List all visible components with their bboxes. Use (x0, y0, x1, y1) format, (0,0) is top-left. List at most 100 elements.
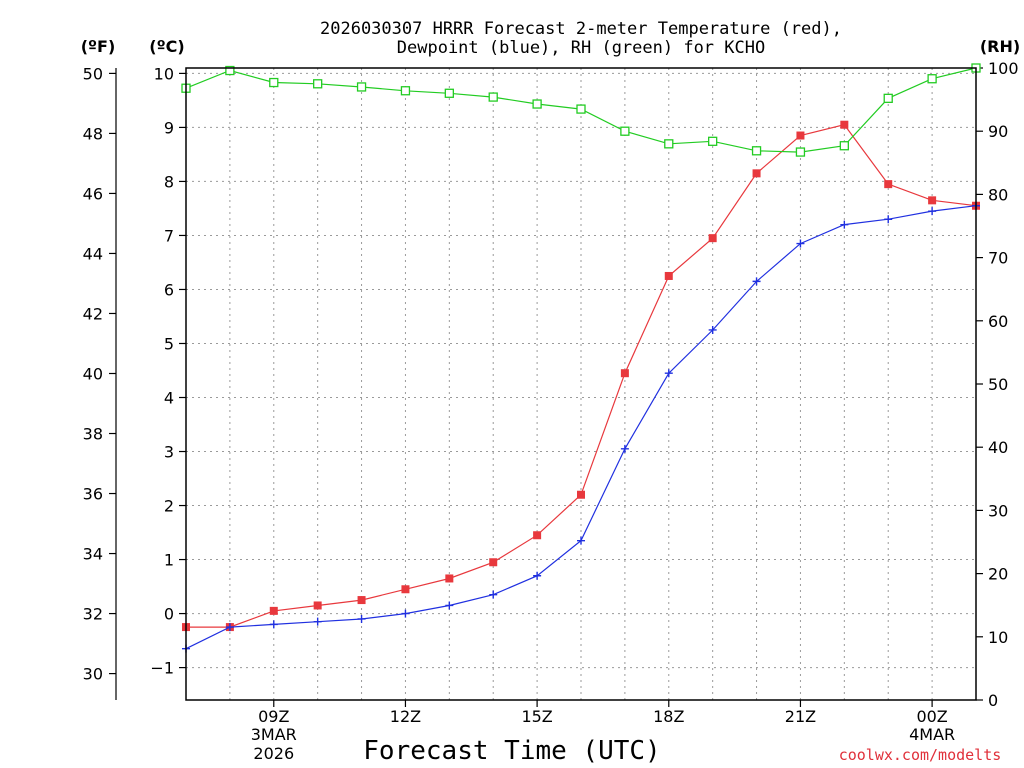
temperature-point (884, 180, 893, 189)
dewpoint-point (445, 601, 454, 610)
dewpoint-point (401, 609, 410, 618)
rh-axis: 0 10 20 30 40 50 60 70 80 90 100 (976, 59, 1019, 710)
rh-point (444, 88, 454, 98)
series-layer (181, 63, 981, 653)
fahrenheit-tick-label: 38 (83, 425, 103, 444)
time-tick-label: 12Z (390, 707, 421, 726)
rh-point (269, 77, 279, 88)
rh-tick-label: 90 (988, 122, 1008, 141)
rh-tick-label: 100 (988, 59, 1019, 78)
rh-tick-label: 20 (988, 565, 1008, 584)
rh-point (751, 146, 762, 156)
temperature-point (445, 574, 454, 583)
temperature-point (664, 271, 673, 280)
rh-tick-label: 30 (988, 501, 1008, 520)
rh-point (225, 65, 235, 76)
dewpoint-point (620, 444, 629, 453)
celsius-tick-label: 3 (164, 443, 174, 462)
fahrenheit-tick-label: 36 (83, 485, 103, 504)
time-tick-label: 09Z (258, 707, 289, 726)
temperature-point (489, 558, 498, 567)
fahrenheit-unit-label: (ºF) (81, 37, 116, 56)
rh-point (620, 126, 630, 136)
celsius-tick-label: −1 (150, 659, 174, 678)
temperature-point (401, 585, 410, 594)
celsius-tick-label: 5 (164, 334, 174, 353)
celsius-tick-label: 7 (164, 226, 174, 245)
dewpoint-series (182, 201, 980, 653)
temperature-point (840, 120, 849, 129)
dewpoint-point (577, 536, 585, 545)
celsius-tick-label: 1 (164, 551, 174, 570)
chart-title-line2: Dewpoint (blue), RH (green) for KCHO (397, 38, 765, 58)
rh-tick-label: 70 (988, 249, 1008, 268)
rh-tick-label: 40 (988, 438, 1008, 457)
temperature-point (928, 196, 937, 205)
temperature-point (357, 596, 366, 605)
dewpoint-point (269, 620, 278, 629)
time-tick-label: 18Z (653, 707, 684, 726)
dewpoint-point (225, 623, 234, 632)
fahrenheit-tick-label: 46 (83, 184, 103, 203)
fahrenheit-tick-label: 40 (83, 364, 103, 383)
x-axis-label: Forecast Time (UTC) (363, 736, 660, 766)
rh-point (313, 79, 323, 89)
dewpoint-point (928, 207, 937, 216)
rh-tick-label: 60 (988, 312, 1008, 331)
rh-point (532, 99, 542, 109)
date-label: 3MAR (251, 725, 297, 744)
rh-point (927, 74, 937, 84)
celsius-tick-label: 8 (164, 172, 174, 191)
credit-label: coolwx.com/modelts (839, 746, 1002, 764)
rh-tick-label: 10 (988, 628, 1008, 647)
year-label: 2026 (253, 744, 294, 763)
dewpoint-point (489, 590, 498, 599)
temperature-point (752, 169, 761, 178)
rh-tick-label: 80 (988, 185, 1008, 204)
dewpoint-point (752, 277, 761, 286)
temperature-point (620, 369, 629, 378)
dewpoint-point (840, 220, 849, 229)
rh-point (488, 92, 498, 102)
dewpoint-point (884, 215, 893, 224)
temperature-point (533, 531, 542, 540)
rh-point (795, 147, 806, 157)
fahrenheit-tick-label: 42 (83, 304, 103, 323)
celsius-tick-label: 9 (164, 118, 174, 137)
rh-series (181, 63, 981, 157)
grid-lines (186, 68, 976, 700)
time-tick-label: 15Z (521, 707, 552, 726)
fahrenheit-tick-label: 44 (83, 244, 103, 263)
dewpoint-point (796, 239, 805, 248)
temperature-point (269, 606, 278, 615)
rh-point (356, 82, 367, 92)
celsius-tick-label: 0 (164, 605, 174, 624)
rh-point (576, 104, 586, 114)
temperature-point (313, 601, 322, 610)
rh-point (883, 93, 893, 103)
dewpoint-point (357, 614, 366, 623)
dewpoint-point (313, 617, 322, 626)
dewpoint-point (708, 325, 717, 334)
rh-tick-label: 0 (988, 691, 998, 710)
celsius-tick-label: 2 (164, 497, 174, 516)
rh-tick-label: 50 (988, 375, 1008, 394)
fahrenheit-tick-label: 34 (83, 545, 103, 564)
temperature-point (796, 131, 805, 140)
temperature-point (577, 490, 585, 499)
celsius-tick-label: 4 (164, 389, 174, 408)
time-tick-label: 00Z (916, 707, 947, 726)
rh-point (839, 141, 849, 151)
celsius-tick-label: 10 (154, 64, 174, 83)
date-label: 4MAR (909, 725, 955, 744)
temperature-point (708, 234, 717, 243)
celsius-tick-label: 6 (164, 280, 174, 299)
celsius-axis: −1 0 1 2 3 4 5 6 7 8 9 10 (150, 64, 186, 678)
fahrenheit-tick-label: 30 (83, 665, 103, 684)
rh-point (708, 136, 718, 146)
fahrenheit-tick-label: 48 (83, 124, 103, 143)
time-tick-label: 21Z (785, 707, 816, 726)
fahrenheit-tick-label: 50 (83, 64, 103, 83)
